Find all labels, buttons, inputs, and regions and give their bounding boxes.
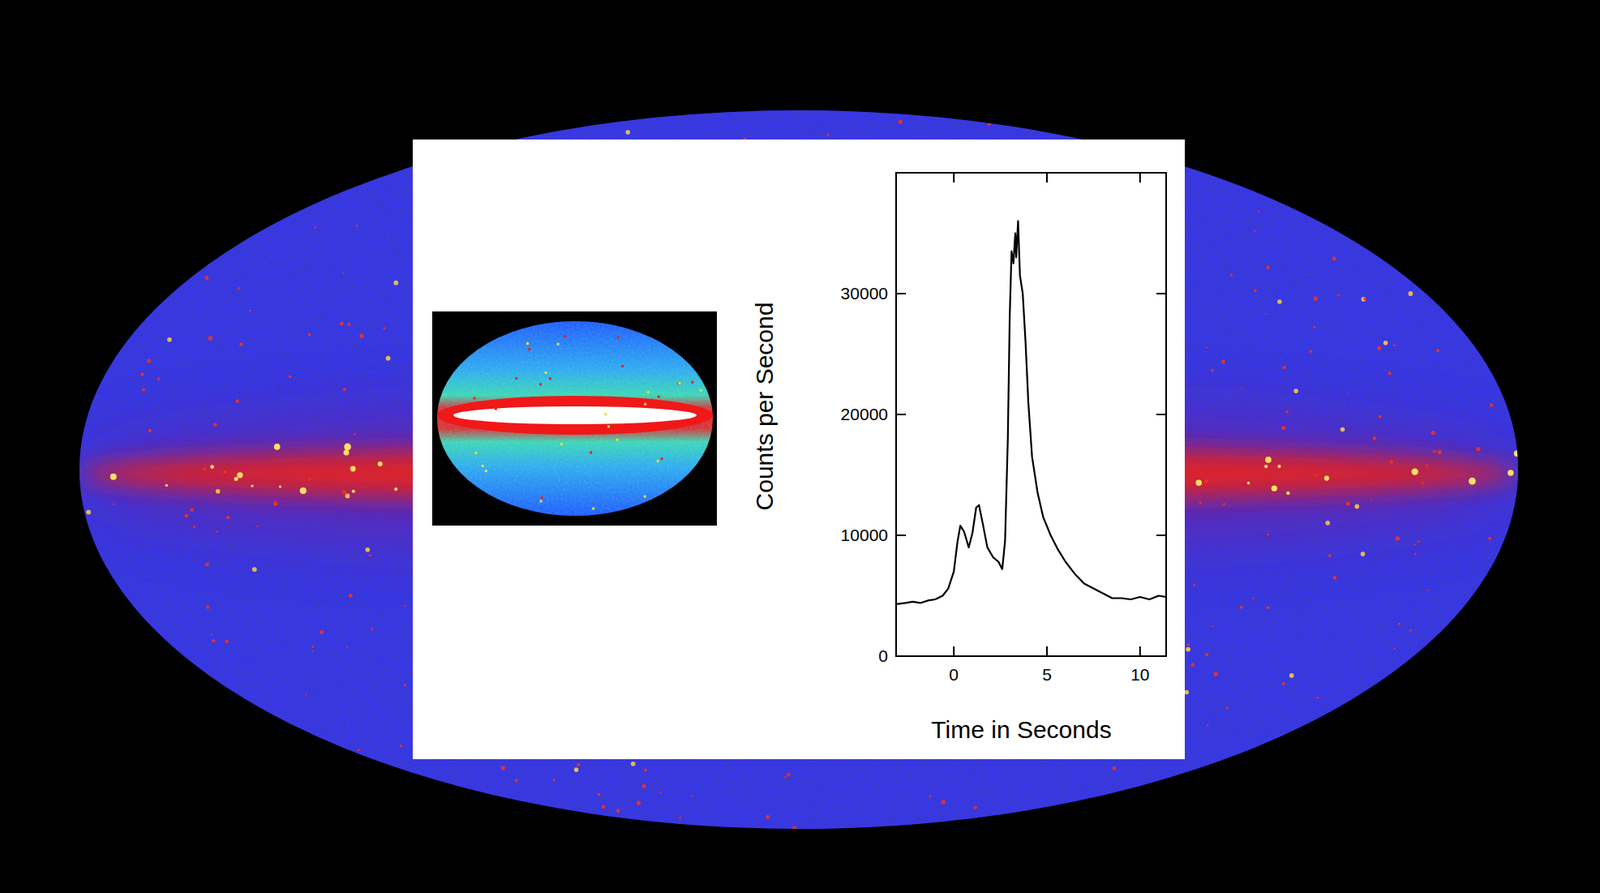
x-tick — [1046, 172, 1048, 183]
light-curve — [896, 221, 1167, 605]
x-tick-label: 0 — [948, 664, 959, 684]
y-tick-label: 20000 — [840, 404, 888, 424]
x-tick — [952, 172, 955, 183]
y-tick — [1156, 413, 1167, 416]
x-tick — [952, 646, 955, 657]
y-tick — [1156, 292, 1167, 295]
light-curve-chart: 0 5 10 0 10000 20000 30000 Time in Seconds Count… — [750, 172, 1167, 743]
small-map-frame — [432, 311, 717, 526]
plot-frame — [896, 172, 1167, 657]
small-sky-map — [437, 321, 713, 516]
x-axis-title: Time in Seconds — [930, 716, 1111, 743]
x-tick — [1046, 646, 1048, 657]
figure: 0 5 10 0 10000 20000 30000 Time in Seconds Count… — [0, 0, 1600, 893]
y-axis-title: Counts per Second — [750, 302, 778, 511]
y-tick-label: 30000 — [840, 283, 888, 303]
plot-area — [896, 221, 1167, 605]
y-tick — [896, 655, 906, 657]
x-tick-label: 10 — [1130, 664, 1150, 684]
x-tick — [1139, 646, 1142, 657]
y-tick — [896, 534, 906, 537]
y-tick-label: 10000 — [840, 525, 888, 545]
x-tick — [1139, 172, 1142, 183]
y-tick — [1156, 655, 1167, 657]
y-tick — [896, 292, 906, 295]
all-sky-map — [79, 110, 1521, 831]
y-tick-label: 0 — [878, 646, 888, 665]
y-tick — [896, 413, 906, 416]
inset-panel — [412, 139, 1185, 760]
y-tick — [1156, 534, 1167, 537]
x-tick-label: 5 — [1042, 664, 1052, 684]
